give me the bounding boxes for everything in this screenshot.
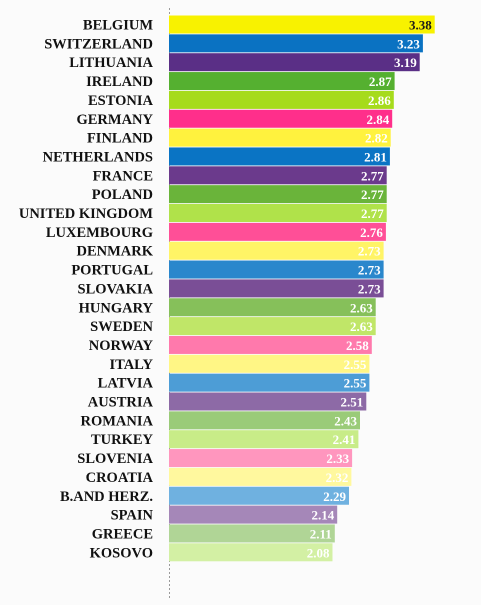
value-label-b-and-herz: 2.29: [323, 489, 346, 504]
category-label-ireland: IRELAND: [86, 74, 153, 90]
value-label-italy: 2.55: [344, 357, 367, 372]
category-label-b-and-herz: B.AND HERZ.: [60, 489, 153, 505]
value-label-portugal: 2.73: [358, 263, 381, 278]
value-label-estonia: 2.86: [368, 93, 391, 108]
value-label-denmark: 2.73: [358, 244, 381, 259]
bar-switzerland: [169, 34, 423, 53]
value-label-luxembourg: 2.76: [360, 225, 383, 240]
value-label-finland: 2.82: [365, 131, 388, 146]
value-label-ireland: 2.87: [369, 74, 392, 89]
bar-lithuania: [169, 53, 420, 72]
category-label-latvia: LATVIA: [98, 376, 154, 392]
category-label-slovakia: SLOVAKIA: [78, 281, 154, 297]
bar-italy: [169, 354, 370, 373]
category-label-slovenia: SLOVENIA: [77, 451, 153, 467]
value-label-kosovo: 2.08: [307, 545, 330, 560]
value-label-latvia: 2.55: [344, 376, 367, 391]
category-label-luxembourg: LUXEMBOURG: [46, 225, 153, 241]
bar-greece: [169, 524, 335, 543]
category-label-belgium: BELGIUM: [83, 18, 153, 34]
bar-germany: [169, 109, 393, 128]
value-labels: 3.38 3.23 3.192.87 2.86 2.84 2.82 2.81 2.77 2.77…: [307, 18, 432, 561]
bar-denmark: [169, 241, 384, 260]
value-label-netherlands: 2.81: [364, 150, 387, 165]
bar-netherlands: [169, 147, 390, 166]
bar-united-kingdom: [169, 204, 387, 222]
category-label-romania: ROMANIA: [81, 413, 154, 429]
value-label-slovenia: 2.33: [326, 451, 349, 466]
value-label-austria: 2.51: [341, 395, 364, 410]
category-label-sweden: SWEDEN: [90, 319, 153, 335]
bar-slovenia: [169, 449, 353, 468]
value-label-norway: 2.58: [346, 338, 369, 353]
category-label-finland: FINLAND: [87, 131, 153, 147]
category-label-lithuania: LITHUANIA: [69, 55, 153, 71]
value-label-poland: 2.77: [361, 187, 384, 202]
value-label-sweden: 2.63: [350, 319, 373, 334]
value-label-croatia: 2.32: [326, 470, 349, 485]
bar-belgium: [169, 15, 435, 34]
category-label-switzerland: SWITZERLAND: [44, 36, 153, 52]
bar-croatia: [169, 467, 352, 486]
category-label-italy: ITALY: [109, 357, 153, 373]
bar-luxembourg: [169, 222, 386, 241]
bar-sweden: [169, 317, 376, 336]
category-label-united-kingdom: UNITED KINGDOM: [19, 206, 153, 222]
value-label-hungary: 2.63: [350, 300, 373, 315]
bar-romania: [169, 411, 360, 430]
value-label-france: 2.77: [361, 168, 384, 183]
value-label-united-kingdom: 2.77: [361, 206, 384, 221]
category-label-croatia: CROATIA: [86, 470, 154, 486]
value-label-turkey: 2.41: [333, 432, 356, 447]
value-label-spain: 2.14: [311, 508, 334, 523]
bar-turkey: [169, 430, 359, 449]
category-label-estonia: ESTONIA: [88, 93, 154, 109]
value-label-lithuania: 3.19: [394, 55, 417, 70]
category-label-hungary: HUNGARY: [79, 300, 154, 316]
value-label-belgium: 3.38: [409, 18, 432, 33]
value-label-romania: 2.43: [334, 413, 357, 428]
category-labels: BELGIUM SWITZERLAND LITHUANIA IRELAND ESTONI…: [19, 18, 154, 562]
bar-latvia: [169, 373, 370, 392]
bar-slovakia: [169, 279, 384, 298]
category-label-kosovo: KOSOVO: [90, 545, 153, 561]
category-label-netherlands: NETHERLANDS: [43, 150, 153, 166]
category-label-poland: POLAND: [92, 187, 153, 203]
category-label-germany: GERMANY: [76, 112, 153, 128]
category-label-france: FRANCE: [93, 168, 153, 184]
category-label-portugal: PORTUGAL: [71, 263, 153, 279]
category-label-greece: GREECE: [92, 527, 153, 543]
value-label-switzerland: 3.23: [397, 36, 420, 51]
category-label-turkey: TURKEY: [91, 432, 154, 448]
bar-ireland: [169, 72, 395, 91]
category-label-norway: NORWAY: [89, 338, 154, 354]
bar-poland: [169, 185, 387, 204]
bar-portugal: [169, 260, 384, 279]
value-label-germany: 2.84: [366, 112, 389, 127]
bar-france: [169, 166, 387, 185]
category-label-austria: AUSTRIA: [88, 395, 154, 411]
bar-finland: [169, 128, 391, 147]
value-label-slovakia: 2.73: [358, 281, 381, 296]
bar-austria: [169, 392, 367, 411]
bar-kosovo: [169, 543, 333, 562]
bar-norway: [169, 335, 372, 354]
bar-spain: [169, 505, 338, 524]
bar-estonia: [169, 90, 394, 109]
bar-hungary: [169, 298, 376, 317]
category-label-spain: SPAIN: [111, 508, 154, 524]
bar-b-and-herz: [169, 486, 349, 505]
value-label-greece: 2.11: [310, 527, 332, 542]
category-label-denmark: DENMARK: [76, 244, 153, 260]
bars-group: [169, 15, 435, 562]
